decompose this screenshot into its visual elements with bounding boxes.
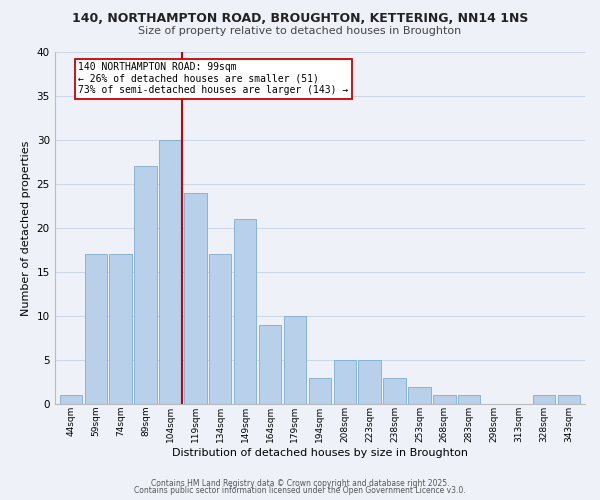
Bar (209, 254, 232, 404)
Bar (85, 254, 107, 404)
Text: Size of property relative to detached houses in Broughton: Size of property relative to detached ho… (139, 26, 461, 36)
Bar (59, 396, 82, 404)
Bar (109, 254, 132, 404)
Bar (234, 219, 256, 404)
Bar (259, 325, 281, 404)
Bar (284, 316, 306, 404)
Bar (184, 192, 206, 404)
Bar (383, 378, 406, 404)
Text: 140, NORTHAMPTON ROAD, BROUGHTON, KETTERING, NN14 1NS: 140, NORTHAMPTON ROAD, BROUGHTON, KETTER… (72, 12, 528, 26)
Text: 140 NORTHAMPTON ROAD: 99sqm
← 26% of detached houses are smaller (51)
73% of sem: 140 NORTHAMPTON ROAD: 99sqm ← 26% of det… (79, 62, 349, 96)
X-axis label: Distribution of detached houses by size in Broughton: Distribution of detached houses by size … (172, 448, 468, 458)
Bar (533, 396, 555, 404)
Text: Contains public sector information licensed under the Open Government Licence v3: Contains public sector information licen… (134, 486, 466, 495)
Y-axis label: Number of detached properties: Number of detached properties (21, 140, 31, 316)
Bar (458, 396, 481, 404)
Bar (433, 396, 455, 404)
Bar (334, 360, 356, 404)
Bar (134, 166, 157, 404)
Bar (159, 140, 182, 404)
Text: Contains HM Land Registry data © Crown copyright and database right 2025.: Contains HM Land Registry data © Crown c… (151, 478, 449, 488)
Bar (358, 360, 381, 404)
Bar (408, 386, 431, 404)
Bar (308, 378, 331, 404)
Bar (557, 396, 580, 404)
